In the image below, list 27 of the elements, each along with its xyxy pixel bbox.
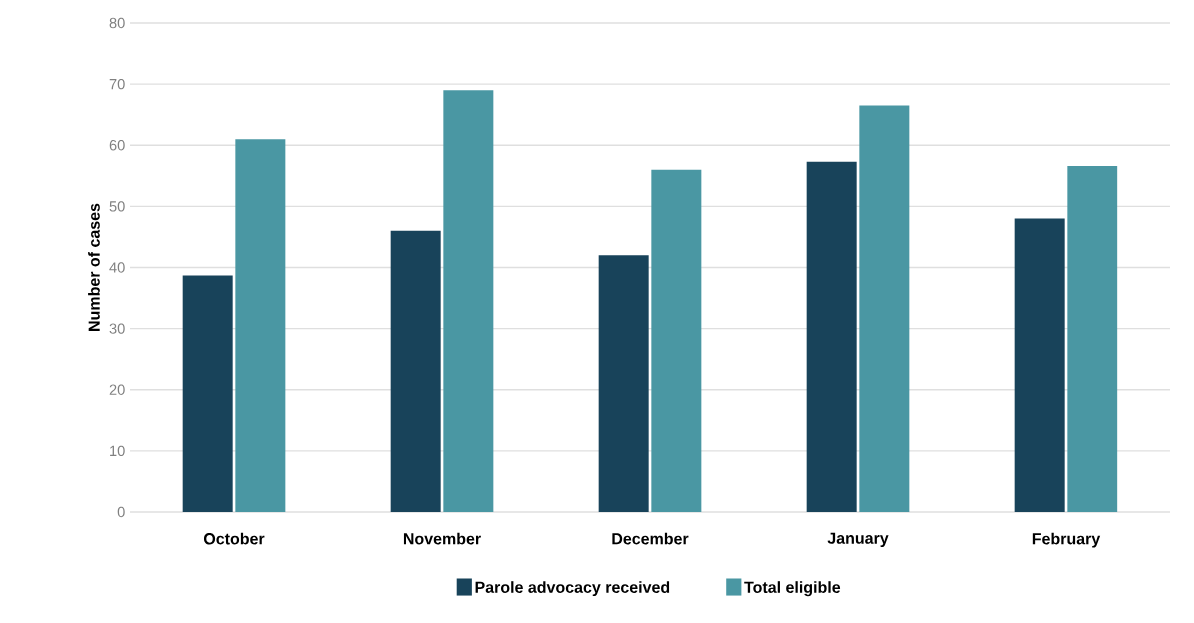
bar	[651, 169, 702, 512]
y-tick-label: 40	[109, 262, 125, 273]
bar	[859, 105, 910, 512]
x-tick-label: October	[203, 532, 265, 545]
y-tick-label: 70	[109, 78, 125, 90]
legend-label: Parole advocacy received	[475, 581, 670, 597]
bar	[182, 275, 233, 512]
y-axis-title: Number of cases	[88, 203, 100, 331]
bar	[1014, 218, 1065, 512]
bar	[1067, 166, 1118, 512]
bar	[598, 255, 649, 512]
y-tick-label: 50	[109, 201, 125, 212]
x-tick-label: January	[827, 532, 889, 548]
x-tick-label: December	[612, 532, 689, 545]
y-tick-label: 10	[110, 445, 125, 457]
bar	[443, 90, 494, 512]
y-tick-label: 0	[117, 506, 125, 518]
y-tick-label: 30	[109, 323, 125, 334]
y-tick-label: 60	[109, 140, 125, 151]
x-tick-label: November	[403, 532, 481, 545]
y-tick-label: 80	[109, 17, 125, 29]
y-tick-label: 20	[109, 384, 125, 395]
bar	[806, 161, 857, 512]
bar	[390, 230, 441, 512]
bar	[235, 139, 286, 512]
x-tick-label: February	[1032, 532, 1101, 548]
legend-label: Total eligible	[744, 581, 841, 597]
